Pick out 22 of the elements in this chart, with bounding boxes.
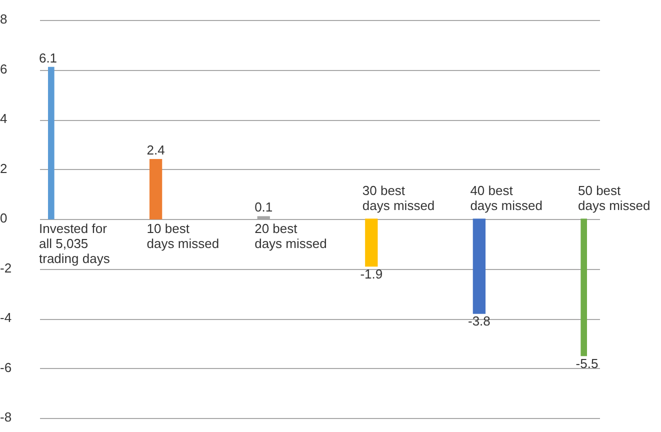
x-tick-label: 40 best days missed: [470, 183, 542, 214]
y-tick-label: -8: [0, 410, 12, 425]
x-tick-label: 10 best days missed: [146, 221, 220, 252]
data-label: 0.1: [254, 200, 273, 215]
y-tick-label: -6: [0, 360, 12, 375]
bar: [365, 218, 378, 267]
y-tick-label: 0: [0, 210, 8, 226]
y-tick-label: 8: [0, 12, 8, 27]
x-tick-label: 20 best days missed: [254, 221, 327, 252]
y-tick-label: 6: [0, 61, 8, 76]
y-tick-label: 4: [0, 111, 8, 126]
data-label: -3.8: [468, 314, 490, 329]
data-label: 6.1: [38, 50, 58, 66]
y-tick-label: -4: [0, 310, 12, 326]
x-tick-label: 30 best days missed: [362, 183, 435, 214]
x-tick-label: Invested for all 5,035 trading days: [39, 221, 110, 266]
data-label: 2.4: [146, 142, 165, 158]
data-label: -5.5: [576, 356, 598, 371]
x-tick-label: 50 best days missed: [578, 183, 650, 214]
y-tick-label: 2: [0, 160, 8, 176]
y-tick-label: -2: [0, 260, 12, 276]
data-label: -1.9: [360, 266, 383, 282]
